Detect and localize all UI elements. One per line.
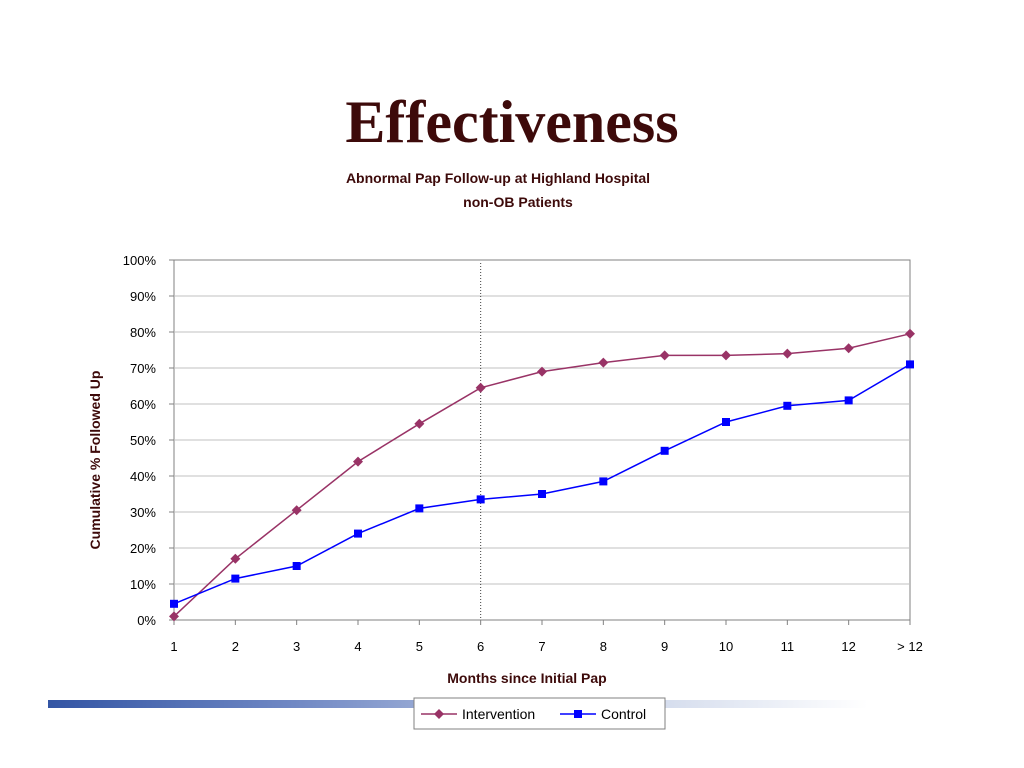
x-tick-label: 5 <box>416 639 423 654</box>
x-axis-title: Months since Initial Pap <box>447 670 606 686</box>
x-tick-label: 6 <box>477 639 484 654</box>
intervention-point <box>169 611 179 622</box>
y-tick-label: 70% <box>130 361 156 376</box>
intervention-point <box>353 456 363 467</box>
intervention-point <box>537 366 547 377</box>
intervention-point <box>230 553 241 564</box>
intervention-point <box>721 350 731 361</box>
x-tick-label: 12 <box>841 639 855 654</box>
control-point <box>292 562 301 570</box>
legend-intervention-label: Intervention <box>462 706 535 722</box>
control-point <box>906 360 914 369</box>
x-tick-label: 9 <box>661 639 668 654</box>
intervention-point <box>905 328 915 339</box>
y-tick-label: 0% <box>137 613 156 628</box>
y-tick-label: 80% <box>130 325 156 340</box>
chart-subtitle: non-OB Patients <box>463 194 573 210</box>
intervention-point <box>843 343 854 354</box>
legend-control-label: Control <box>601 706 646 722</box>
x-tick-label: 10 <box>719 639 733 654</box>
control-point <box>415 504 424 513</box>
intervention-point <box>414 418 425 429</box>
x-tick-label: 8 <box>600 639 607 654</box>
x-tick-label: 1 <box>170 639 177 654</box>
control-point <box>538 490 546 498</box>
intervention-point <box>659 350 670 361</box>
y-tick-label: 30% <box>130 505 156 520</box>
x-tick-label: > 12 <box>897 639 923 654</box>
chart-title: Abnormal Pap Follow-up at Highland Hospi… <box>345 170 651 186</box>
control-point <box>231 574 240 583</box>
y-tick-label: 60% <box>130 397 156 412</box>
control-point <box>354 529 362 538</box>
control-point <box>476 495 485 504</box>
x-tick-label: 4 <box>354 639 361 654</box>
legend-control-marker <box>574 710 582 718</box>
control-point <box>844 396 853 405</box>
intervention-point <box>782 348 793 359</box>
control-point <box>170 599 178 608</box>
x-tick-label: 7 <box>538 639 545 654</box>
control-point <box>783 401 792 410</box>
x-tick-label: 2 <box>232 639 239 654</box>
y-tick-label: 10% <box>130 577 156 592</box>
control-point <box>660 446 669 455</box>
intervention-point <box>598 357 609 368</box>
x-tick-label: 3 <box>293 639 300 654</box>
y-tick-label: 90% <box>130 289 156 304</box>
control-point <box>599 477 608 486</box>
control-series-line <box>173 363 911 605</box>
y-tick-label: 50% <box>130 433 156 448</box>
control-point <box>722 418 730 426</box>
y-tick-label: 40% <box>130 469 156 484</box>
y-axis-title: Cumulative % Followed Up <box>87 371 103 550</box>
y-tick-label: 20% <box>130 541 156 556</box>
x-tick-label: 11 <box>781 639 795 654</box>
slide-title: Effectiveness <box>345 89 679 155</box>
intervention-point <box>291 505 302 516</box>
legend-intervention-marker <box>434 709 444 719</box>
intervention-point <box>475 382 486 393</box>
y-tick-label: 100% <box>123 253 157 268</box>
